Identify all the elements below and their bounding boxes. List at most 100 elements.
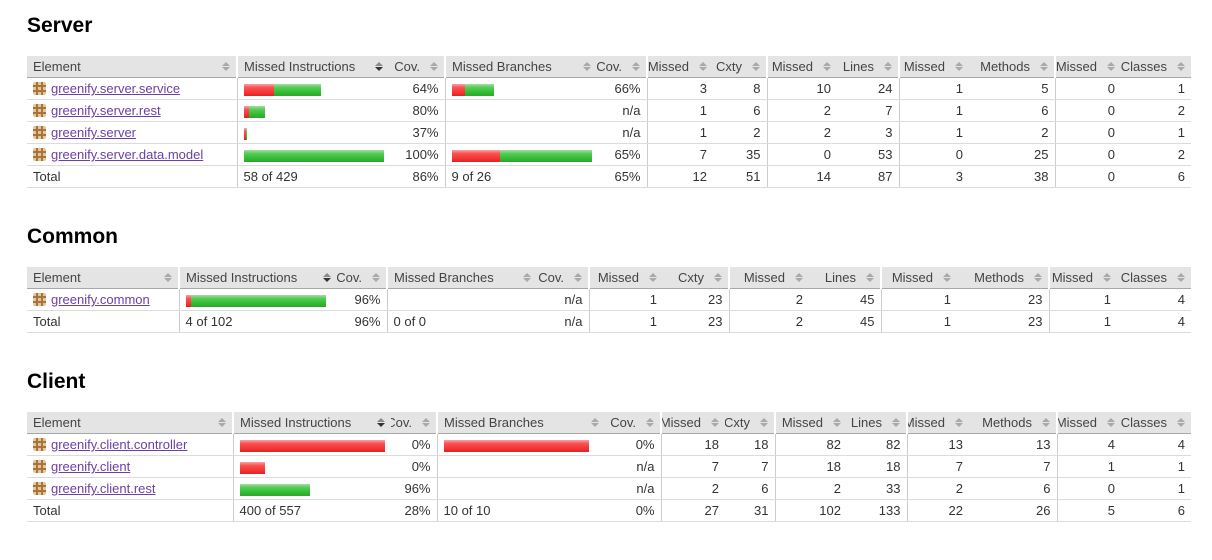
column-header-cov[interactable]: Cov. [605, 412, 661, 434]
branches-bar-cell [444, 77, 597, 100]
missed-bar [243, 83, 274, 96]
value-cell: 2 [1121, 143, 1191, 166]
column-label: Methods [974, 270, 1024, 285]
total-value-cell: 133 [847, 499, 907, 522]
column-header-missed-instructions[interactable]: Missed Instructions [232, 412, 391, 434]
column-header-missed[interactable]: Missed [766, 56, 837, 78]
column-header-missed[interactable]: Missed [898, 56, 969, 78]
column-header-missed-instructions[interactable]: Missed Instructions [178, 267, 337, 289]
coverage-table-server: Element Missed Instructions Cov. Missed Bra… [27, 56, 1191, 188]
value-cell: 96% [391, 477, 437, 500]
sort-icon [164, 273, 172, 282]
value-cell: 24 [837, 77, 899, 100]
package-link[interactable]: greenify.client.controller [51, 437, 188, 452]
value-cell: 4 [1121, 433, 1191, 456]
package-link[interactable]: greenify.server [51, 125, 137, 140]
column-header-missed-instructions[interactable]: Missed Instructions [236, 56, 389, 78]
column-header-cov[interactable]: Cov. [391, 412, 437, 434]
column-header-missed[interactable]: Missed [1056, 412, 1121, 434]
package-link[interactable]: greenify.server.rest [51, 103, 161, 118]
header-row: Element Missed Instructions Cov. Missed Bra… [27, 267, 1191, 289]
column-label: Lines [842, 59, 874, 74]
column-header-cxty[interactable]: Cxty [663, 267, 729, 289]
sort-icon [866, 273, 874, 282]
value-cell: 1 [1056, 455, 1121, 478]
total-value-cell: 0 [1054, 165, 1121, 188]
column-label: Cov. [538, 270, 564, 285]
total-value-cell: 26 [969, 499, 1057, 522]
branches-bar-cell [444, 121, 597, 144]
column-header-cov[interactable]: Cov. [597, 56, 647, 78]
column-header-missed[interactable]: Missed [880, 267, 957, 289]
sort-icon [372, 273, 380, 282]
value-cell: 0 [1054, 77, 1121, 100]
column-header-classes[interactable]: Classes [1121, 56, 1191, 78]
table-row: greenify.client.controller 0% 0% 18 18 82 82 13… [27, 433, 1191, 456]
missed-bar [451, 149, 500, 162]
element-cell: greenify.client [27, 455, 233, 478]
column-header-missed[interactable]: Missed [646, 56, 713, 78]
column-label: Missed [1051, 270, 1093, 285]
package-icon [33, 460, 46, 473]
column-header-element[interactable]: Element [27, 412, 233, 434]
column-header-element[interactable]: Element [27, 267, 179, 289]
column-header-classes[interactable]: Classes [1117, 267, 1191, 289]
column-header-missed[interactable]: Missed [660, 412, 725, 434]
sort-icon [591, 418, 599, 427]
package-link[interactable]: greenify.server.service [51, 81, 181, 96]
column-header-lines[interactable]: Lines [809, 267, 881, 289]
value-cell: 0 [1054, 99, 1121, 122]
column-header-methods[interactable]: Methods [969, 56, 1055, 78]
section-server: Server Element Missed Instructions Cov. Mis… [27, 14, 1202, 188]
column-header-cov[interactable]: Cov. [337, 267, 387, 289]
total-value-cell: 96% [337, 310, 387, 333]
missed-bar [243, 127, 246, 140]
column-header-missed[interactable]: Missed [728, 267, 809, 289]
package-link[interactable]: greenify.client.rest [51, 481, 156, 496]
column-header-missed[interactable]: Missed [774, 412, 847, 434]
package-link[interactable]: greenify.server.data.model [51, 147, 204, 162]
column-header-element[interactable]: Element [27, 56, 237, 78]
column-header-missed[interactable]: Missed [588, 267, 663, 289]
value-cell: 0% [605, 433, 661, 456]
column-header-missed-branches[interactable]: Missed Branches [444, 56, 597, 78]
total-value-cell: 51 [713, 165, 767, 188]
covered-bar [273, 83, 321, 96]
value-cell: 1 [646, 121, 713, 144]
sort-icon [955, 418, 963, 427]
column-header-missed-branches[interactable]: Missed Branches [436, 412, 605, 434]
value-cell: 23 [957, 288, 1049, 311]
column-label: Missed [903, 59, 945, 74]
column-header-missed[interactable]: Missed [1054, 56, 1121, 78]
package-link[interactable]: greenify.client [51, 459, 131, 474]
value-cell: 0 [1056, 477, 1121, 500]
column-header-missed[interactable]: Missed [1048, 267, 1117, 289]
column-header-lines[interactable]: Lines [847, 412, 907, 434]
column-header-methods[interactable]: Methods [969, 412, 1057, 434]
table-row: greenify.client.rest 96% n/a 2 6 2 33 2 6 0 1 [27, 477, 1191, 500]
missed-bar [243, 105, 249, 118]
package-icon [33, 148, 46, 161]
column-label: Lines [850, 415, 882, 430]
column-header-cxty[interactable]: Cxty [713, 56, 767, 78]
column-header-cxty[interactable]: Cxty [725, 412, 775, 434]
value-cell: n/a [605, 477, 661, 500]
column-header-cov[interactable]: Cov. [537, 267, 589, 289]
column-header-cov[interactable]: Cov. [389, 56, 445, 78]
value-cell: n/a [537, 288, 589, 311]
value-cell: 96% [337, 288, 387, 311]
column-label: Missed [743, 270, 785, 285]
column-header-missed-branches[interactable]: Missed Branches [386, 267, 537, 289]
column-header-lines[interactable]: Lines [837, 56, 899, 78]
value-cell: 53 [837, 143, 899, 166]
value-cell: 1 [898, 121, 969, 144]
column-label: Classes [1121, 415, 1167, 430]
column-header-methods[interactable]: Methods [957, 267, 1049, 289]
package-link[interactable]: greenify.common [51, 292, 150, 307]
column-header-classes[interactable]: Classes [1121, 412, 1191, 434]
missed-bar [239, 461, 265, 474]
column-header-missed[interactable]: Missed [906, 412, 969, 434]
value-cell: 33 [847, 477, 907, 500]
value-cell: 4 [1056, 433, 1121, 456]
